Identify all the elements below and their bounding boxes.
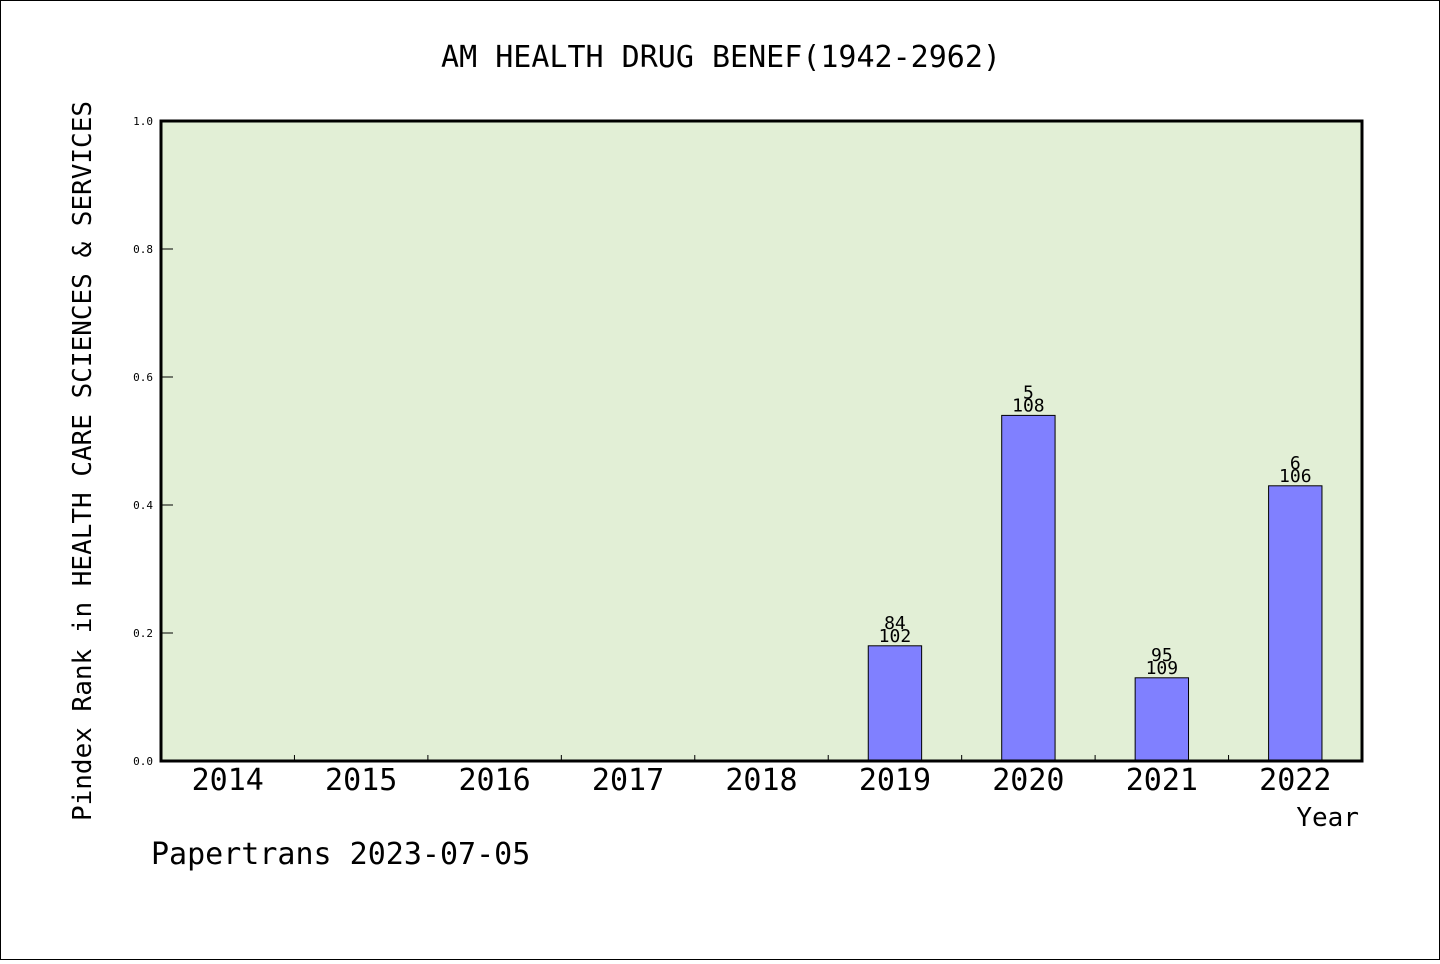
x-tick-label: 2015 <box>325 763 397 798</box>
y-tick-label: 0.2 <box>133 627 153 640</box>
bar-label-total: 102 <box>879 626 912 647</box>
x-tick-label: 2014 <box>192 763 264 798</box>
bars-group <box>867 414 1323 762</box>
x-tick-label: 2018 <box>725 763 797 798</box>
x-tick-label: 2019 <box>859 763 931 798</box>
x-axis: 2014 2015 2016 2017 2018 2019 2020 2021 2022 <box>192 755 1331 798</box>
x-tick-label: 2017 <box>592 763 664 798</box>
bar-label-total: 108 <box>1012 395 1045 416</box>
bar-label-rank: 84 <box>884 613 906 634</box>
bar-label-rank: 6 <box>1290 453 1301 474</box>
y-axis-label: Pindex Rank in HEALTH CARE SCIENCES & SE… <box>68 101 98 821</box>
bar-2022 <box>1268 485 1323 762</box>
bar-label-total: 109 <box>1146 658 1179 679</box>
plot-border <box>159 119 1364 763</box>
bar-2020 <box>1001 414 1056 762</box>
bar-label-rank: 5 <box>1023 382 1034 403</box>
y-tick-label: 0.6 <box>133 371 153 384</box>
bar-label-rank: 95 <box>1151 645 1173 666</box>
footer-note: Papertrans 2023-07-05 <box>151 837 530 872</box>
plot-area <box>161 121 1362 761</box>
y-tick-label: 1.0 <box>133 115 153 128</box>
y-tick-label: 0.4 <box>133 499 153 512</box>
x-tick-label: 2021 <box>1126 763 1198 798</box>
bar-2021 <box>1134 677 1190 762</box>
x-tick-label: 2022 <box>1259 763 1331 798</box>
bar-label-total: 106 <box>1279 466 1312 487</box>
x-tick-label: 2020 <box>992 763 1064 798</box>
y-axis: 0.0 0.2 0.4 0.6 0.8 1.0 <box>133 115 173 768</box>
bar-2019 <box>867 645 923 762</box>
chart-title: AM HEALTH DRUG BENEF(1942-2962) <box>441 40 1001 75</box>
y-tick-label: 0.8 <box>133 243 153 256</box>
x-tick-label: 2016 <box>458 763 530 798</box>
x-axis-label: Year <box>1296 803 1359 833</box>
y-tick-label: 0.0 <box>133 755 153 768</box>
